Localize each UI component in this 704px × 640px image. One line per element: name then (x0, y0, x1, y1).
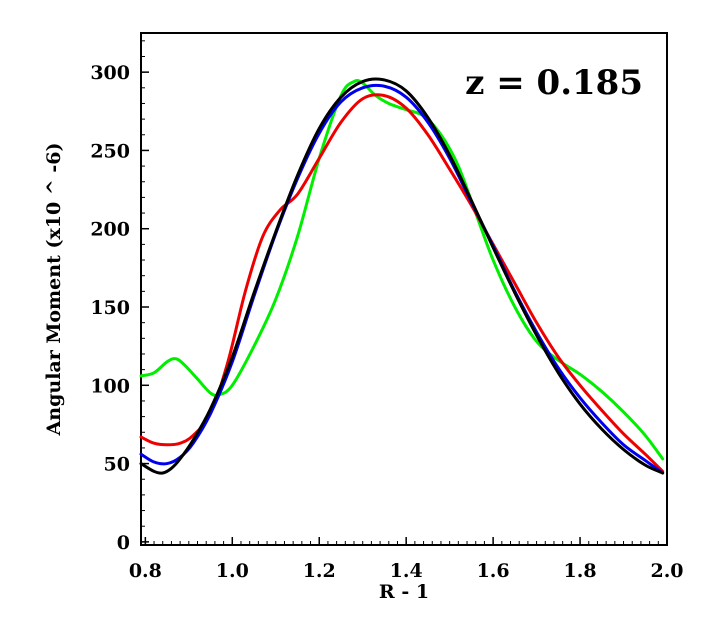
x-tick-label: 2.0 (650, 560, 683, 582)
y-axis-label: Angular Moment (x10 ^ -6) (43, 143, 65, 437)
x-tick-label: 1.8 (564, 560, 597, 582)
x-tick-label: 0.8 (129, 560, 162, 582)
y-tick-label: 0 (117, 532, 130, 554)
y-tick-label: 100 (90, 375, 130, 397)
series-line-2 (139, 93, 665, 473)
x-tick-label: 1.4 (390, 560, 423, 582)
y-tick-label: 300 (90, 62, 130, 84)
y-tick-label: 250 (90, 140, 130, 162)
x-axis-ticks: 0.8 1.0 1.2 1.4 1.6 1.8 2.0 (129, 537, 684, 582)
plot-frame (140, 32, 668, 546)
y-tick-label: 50 (104, 454, 130, 476)
series-layer (139, 77, 665, 475)
x-axis-label: R - 1 (379, 581, 429, 603)
y-tick-label: 200 (90, 219, 130, 241)
x-tick-label: 1.6 (477, 560, 510, 582)
y-axis-ticks: 0 50 100 150 200 250 300 (90, 40, 149, 554)
x-tick-label: 1.0 (216, 560, 249, 582)
redshift-annotation: z = 0.185 (465, 63, 643, 103)
y-tick-label: 150 (90, 297, 130, 319)
series-line-4 (139, 77, 665, 475)
x-tick-label: 1.2 (303, 560, 336, 582)
series-line-3 (139, 83, 665, 475)
